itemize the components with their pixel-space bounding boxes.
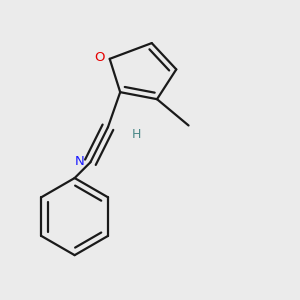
Text: N: N — [74, 155, 84, 168]
Text: H: H — [131, 128, 141, 141]
Text: O: O — [94, 51, 104, 64]
